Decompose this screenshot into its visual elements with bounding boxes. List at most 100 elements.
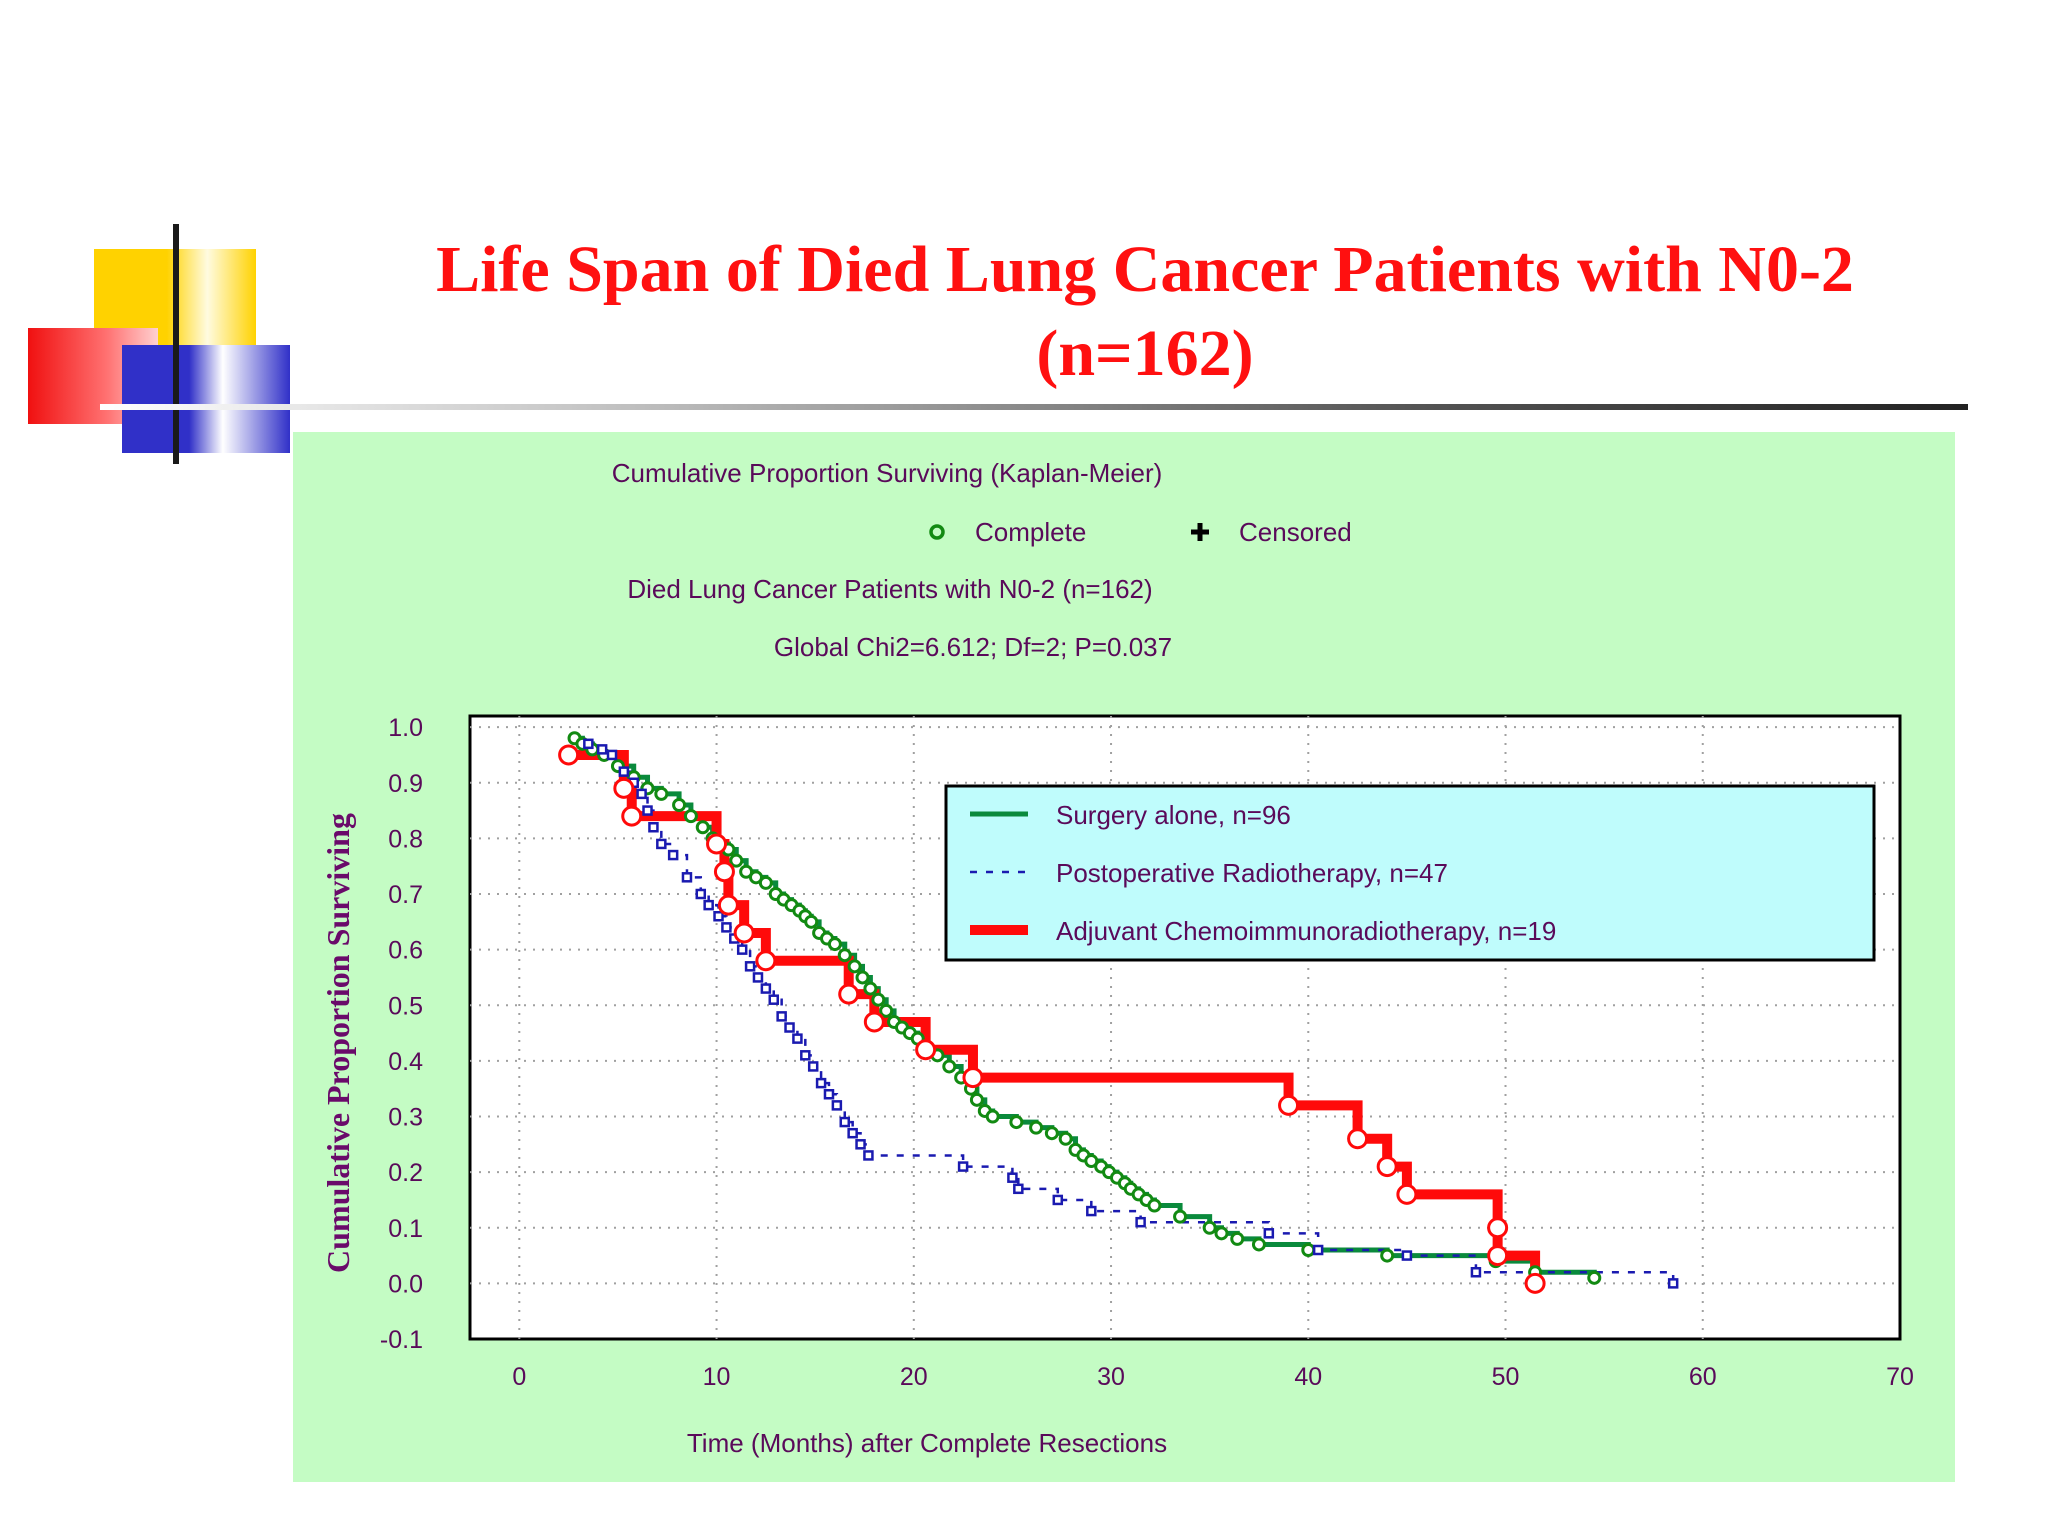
legend-label-chemo: Adjuvant Chemoimmunoradiotherapy, n=19 — [1056, 916, 1556, 946]
data-point — [613, 777, 635, 799]
data-point — [648, 822, 659, 833]
decor-vertical-bar — [173, 224, 179, 464]
data-point — [815, 1077, 827, 1089]
slide-title-line2: (n=162) — [1036, 317, 1254, 390]
data-point — [847, 1127, 858, 1139]
data-point — [1058, 1131, 1073, 1146]
complete-marker-icon — [929, 524, 945, 540]
data-point — [1052, 1194, 1064, 1206]
data-point — [800, 1050, 811, 1061]
data-point — [1029, 1120, 1044, 1135]
data-point — [683, 809, 698, 824]
data-point — [736, 944, 748, 955]
data-point — [839, 1116, 851, 1128]
data-point — [1230, 1231, 1245, 1246]
data-point — [957, 1161, 969, 1172]
data-point — [942, 1059, 957, 1074]
data-point — [1086, 1205, 1097, 1217]
data-point — [717, 894, 739, 916]
data-point — [596, 744, 608, 755]
x-tick-label: 30 — [1097, 1363, 1125, 1391]
data-point — [1009, 1115, 1024, 1130]
data-point — [985, 1109, 1000, 1124]
data-point — [739, 864, 754, 879]
data-point — [784, 1022, 795, 1033]
series-legend-box — [944, 784, 1876, 962]
decor-blue-square — [122, 345, 290, 453]
y-tick-label: 0.6 — [388, 937, 423, 965]
data-point — [1667, 1278, 1679, 1289]
x-tick-label: 40 — [1294, 1363, 1322, 1391]
data-point — [768, 994, 780, 1005]
data-point — [1301, 1243, 1316, 1257]
data-point — [583, 738, 594, 750]
slide-title-line1: Life Span of Died Lung Cancer Patients w… — [436, 233, 1854, 306]
data-point — [1251, 1237, 1266, 1252]
data-point — [863, 981, 878, 996]
y-tick-label: 0.4 — [388, 1048, 423, 1076]
data-point — [681, 872, 693, 883]
data-point — [1470, 1267, 1482, 1278]
data-point — [755, 950, 777, 972]
data-point — [776, 1011, 787, 1022]
y-tick-label: 0.5 — [388, 992, 423, 1020]
y-tick-label: 0.9 — [388, 770, 423, 798]
chart-subtitle: Died Lung Cancer Patients with N0-2 (n=1… — [627, 574, 1152, 604]
data-point — [1401, 1250, 1413, 1261]
data-point — [695, 888, 707, 900]
data-point — [695, 820, 710, 835]
y-axis-label: Cumulative Proportion Surviving — [320, 813, 356, 1273]
x-tick-label: 20 — [900, 1363, 928, 1391]
y-tick-label: 0.7 — [388, 881, 423, 909]
y-tick-label: 0.1 — [388, 1215, 423, 1243]
data-point — [618, 766, 630, 777]
data-point — [654, 786, 669, 801]
data-point — [733, 922, 755, 944]
data-point — [744, 961, 756, 972]
legend-label-surgery: Surgery alone, n=96 — [1056, 800, 1291, 830]
data-point — [1135, 1216, 1146, 1228]
data-point — [1214, 1226, 1229, 1241]
data-point — [837, 948, 852, 963]
data-point — [1202, 1220, 1217, 1235]
decor-title-rule — [100, 404, 1968, 410]
data-point — [1147, 1198, 1162, 1213]
data-point — [863, 1150, 874, 1161]
chart-annotation: Global Chi2=6.612; Df=2; P=0.037 — [774, 632, 1172, 662]
data-point — [915, 1039, 937, 1061]
data-point — [1312, 1244, 1324, 1256]
x-tick-label: 50 — [1492, 1363, 1520, 1391]
data-point — [827, 937, 842, 952]
x-tick-label: 60 — [1689, 1363, 1717, 1391]
data-point — [749, 870, 763, 885]
marker-legend-complete: Complete — [975, 517, 1086, 547]
legend-label-radiotherapy: Postoperative Radiotherapy, n=47 — [1056, 858, 1448, 888]
data-point — [1173, 1209, 1188, 1224]
data-point — [1487, 1245, 1509, 1267]
data-point — [1084, 1154, 1099, 1168]
data-point — [703, 899, 714, 911]
censored-plus-icon — [1191, 523, 1209, 541]
data-point — [642, 805, 653, 816]
survival-curves — [558, 731, 1679, 1294]
data-point — [1376, 1156, 1398, 1178]
y-tick-label: -0.1 — [380, 1326, 423, 1354]
data-point — [621, 805, 643, 827]
y-tick-label: 0.0 — [388, 1270, 423, 1298]
data-point — [847, 959, 862, 974]
data-point — [721, 922, 732, 933]
data-point — [863, 1011, 885, 1033]
x-tick-label: 10 — [703, 1363, 731, 1391]
data-point — [962, 1067, 984, 1089]
y-tick-label: 0.3 — [388, 1104, 423, 1132]
data-point — [729, 853, 744, 868]
x-axis-label: Time (Months) after Complete Resections — [687, 1428, 1167, 1458]
data-point — [706, 833, 728, 855]
data-point — [823, 1089, 835, 1100]
data-point — [804, 914, 819, 929]
data-point — [656, 838, 667, 850]
data-point — [713, 861, 735, 883]
data-point — [636, 788, 647, 800]
data-point — [1013, 1183, 1024, 1195]
